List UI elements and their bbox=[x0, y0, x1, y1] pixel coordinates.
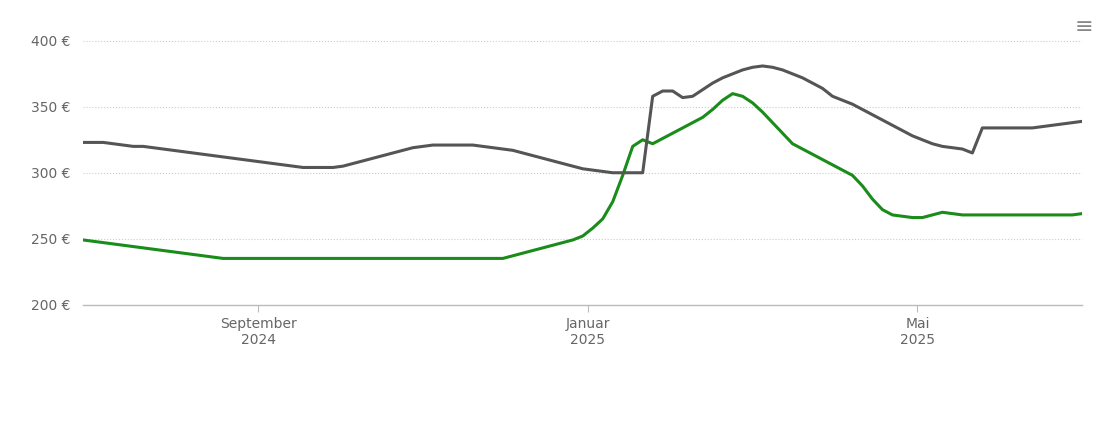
Legend: lose Ware, Sackware: lose Ware, Sackware bbox=[457, 420, 708, 423]
Text: ≡: ≡ bbox=[1074, 17, 1093, 37]
